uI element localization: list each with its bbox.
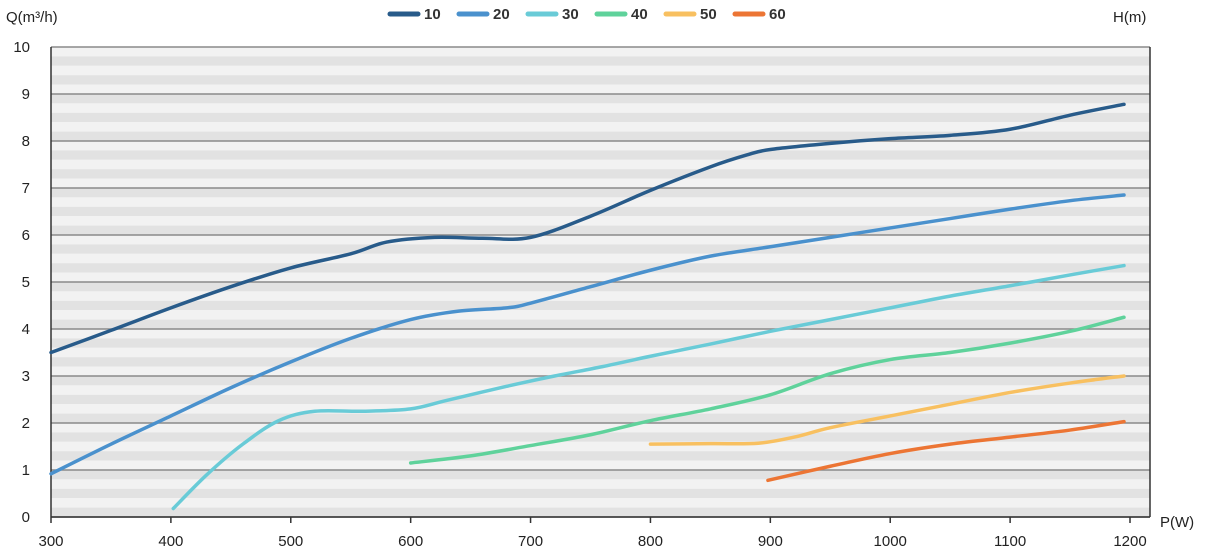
band [51, 244, 1150, 254]
band [51, 235, 1150, 245]
y-axis-label: Q(m³/h) [6, 9, 58, 26]
legend-label-40: 40 [631, 6, 648, 23]
band [51, 141, 1150, 151]
series-line-10 [49, 102, 1126, 355]
band [51, 150, 1150, 160]
x-tick-label: 1100 [994, 533, 1026, 550]
band [51, 498, 1150, 508]
band [51, 394, 1150, 405]
band [51, 338, 1150, 348]
y-tick-label: 0 [22, 509, 30, 526]
x-tick-labels: 300 400 500 600 700 800 900 1000 1100 1200 [38, 517, 1147, 550]
band [51, 347, 1150, 358]
x-tick-label: 900 [758, 533, 783, 550]
series-lines [49, 102, 1126, 511]
band [51, 253, 1150, 264]
band [51, 404, 1150, 414]
series-line-50 [648, 374, 1126, 446]
band [51, 75, 1150, 85]
band [51, 329, 1150, 339]
band [51, 159, 1150, 170]
band [51, 423, 1150, 433]
band [51, 65, 1150, 76]
legend: 10 20 30 40 50 60 [387, 6, 786, 23]
legend-label-30: 30 [562, 6, 579, 23]
band [51, 282, 1150, 292]
x-tick-label: 800 [638, 533, 663, 550]
x-tick-label: 1200 [1113, 533, 1146, 550]
band [51, 479, 1150, 489]
band [51, 122, 1150, 132]
series-line-40 [408, 315, 1126, 465]
band [51, 47, 1150, 57]
y-tick-label: 8 [22, 133, 30, 150]
band [51, 366, 1150, 376]
right-axis-label: H(m) [1113, 9, 1146, 26]
band [51, 507, 1150, 517]
band [51, 225, 1150, 235]
band [51, 319, 1150, 329]
band [51, 188, 1150, 198]
band [51, 263, 1150, 273]
series-line-60 [766, 419, 1126, 483]
y-tick-label: 2 [22, 415, 30, 432]
y-tick-label: 4 [22, 321, 30, 338]
band [51, 470, 1150, 480]
band [51, 272, 1150, 282]
band [51, 488, 1150, 499]
band [51, 310, 1150, 320]
y-tick-label: 5 [22, 274, 30, 291]
y-tick-label: 7 [22, 180, 30, 197]
band [51, 131, 1150, 141]
y-tick-label: 9 [22, 86, 30, 103]
band [51, 94, 1150, 104]
legend-label-50: 50 [700, 6, 717, 23]
band [51, 441, 1150, 452]
band [51, 451, 1150, 461]
band [51, 103, 1150, 113]
band [51, 413, 1150, 423]
x-tick-label: 300 [38, 533, 63, 550]
band [51, 112, 1150, 123]
band [51, 216, 1150, 226]
band [51, 169, 1150, 179]
band [51, 460, 1150, 470]
band [51, 432, 1150, 442]
x-tick-label: 700 [518, 533, 543, 550]
series-line-20 [49, 193, 1126, 476]
band [51, 197, 1150, 207]
band [51, 300, 1150, 311]
axes [50, 47, 1151, 518]
y-tick-label: 1 [22, 462, 30, 479]
legend-label-60: 60 [769, 6, 786, 23]
y-tick-label: 3 [22, 368, 30, 385]
x-tick-label: 600 [398, 533, 423, 550]
legend-label-20: 20 [493, 6, 510, 23]
y-tick-label: 10 [13, 39, 30, 56]
x-tick-label: 500 [278, 533, 303, 550]
band [51, 291, 1150, 301]
band [51, 385, 1150, 395]
band [51, 178, 1150, 188]
band [51, 84, 1150, 94]
y-tick-labels: 0 1 2 3 4 5 6 7 8 9 10 [13, 39, 30, 526]
background-bands [51, 47, 1150, 517]
series-line-30 [171, 263, 1126, 511]
x-axis-label: P(W) [1160, 514, 1194, 531]
legend-label-10: 10 [424, 6, 441, 23]
x-tick-label: 1000 [874, 533, 907, 550]
band [51, 357, 1150, 367]
band [51, 376, 1150, 386]
y-tick-label: 6 [22, 227, 30, 244]
x-tick-label: 400 [158, 533, 183, 550]
band [51, 56, 1150, 66]
